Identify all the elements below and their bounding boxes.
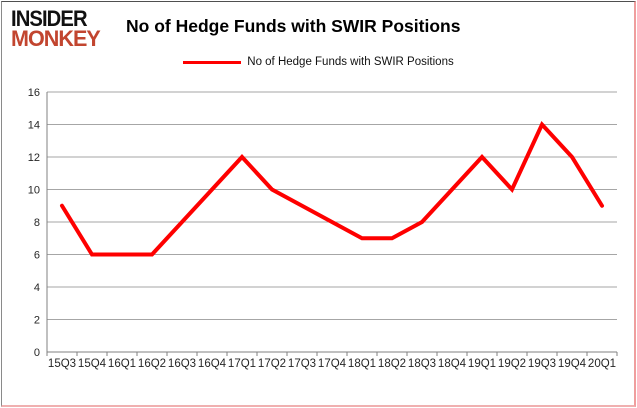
legend-label: No of Hedge Funds with SWIR Positions xyxy=(247,56,454,68)
x-axis-tick-label: 16Q4 xyxy=(198,358,227,370)
x-axis-tick-label: 20Q1 xyxy=(588,358,616,370)
x-axis-tick-label: 18Q4 xyxy=(438,358,467,370)
y-axis-tick-label: 0 xyxy=(34,347,40,359)
x-axis-tick-label: 17Q4 xyxy=(318,358,347,370)
page-title: No of Hedge Funds with SWIR Positions xyxy=(126,16,461,36)
hedge-funds-series-line xyxy=(60,120,604,257)
x-axis-tick-label: 15Q4 xyxy=(78,358,107,370)
chart-legend: No of Hedge Funds with SWIR Positions xyxy=(0,56,637,68)
x-axis-tick-label: 16Q3 xyxy=(168,358,196,370)
logo-line-insider: INSIDER xyxy=(11,6,88,31)
x-axis-tick-label: 15Q3 xyxy=(48,358,76,370)
x-axis-tick-label: 19Q2 xyxy=(498,358,526,370)
x-axis-tick-label: 19Q3 xyxy=(528,358,556,370)
x-axis-tick-label: 17Q2 xyxy=(258,358,286,370)
x-axis-tick-label: 18Q2 xyxy=(378,358,406,370)
x-axis-tick-label: 18Q3 xyxy=(408,358,436,370)
y-axis-tick-label: 16 xyxy=(28,87,40,99)
insider-monkey-logo: INSIDER MONKEY xyxy=(11,6,102,51)
logo-line-monkey: MONKEY xyxy=(11,26,101,51)
legend-line-swatch-icon xyxy=(183,60,242,64)
y-axis-tick-label: 8 xyxy=(34,217,40,229)
y-axis-tick-label: 14 xyxy=(28,120,40,132)
y-axis-tick-label: 12 xyxy=(28,152,40,164)
x-axis-tick-label: 19Q4 xyxy=(558,358,587,370)
x-axis-tick-label: 18Q1 xyxy=(348,358,376,370)
x-axis-tick-label: 16Q1 xyxy=(108,358,136,370)
y-axis-tick-label: 2 xyxy=(34,315,40,327)
y-axis-tick-label: 10 xyxy=(28,185,40,197)
x-axis-tick-label: 19Q1 xyxy=(468,358,496,370)
x-axis-tick-label: 17Q3 xyxy=(288,358,316,370)
x-axis-tick-label: 16Q2 xyxy=(138,358,166,370)
x-axis-tick-label: 17Q1 xyxy=(228,358,256,370)
y-axis-tick-label: 6 xyxy=(34,250,40,262)
y-axis-tick-label: 4 xyxy=(34,282,40,294)
